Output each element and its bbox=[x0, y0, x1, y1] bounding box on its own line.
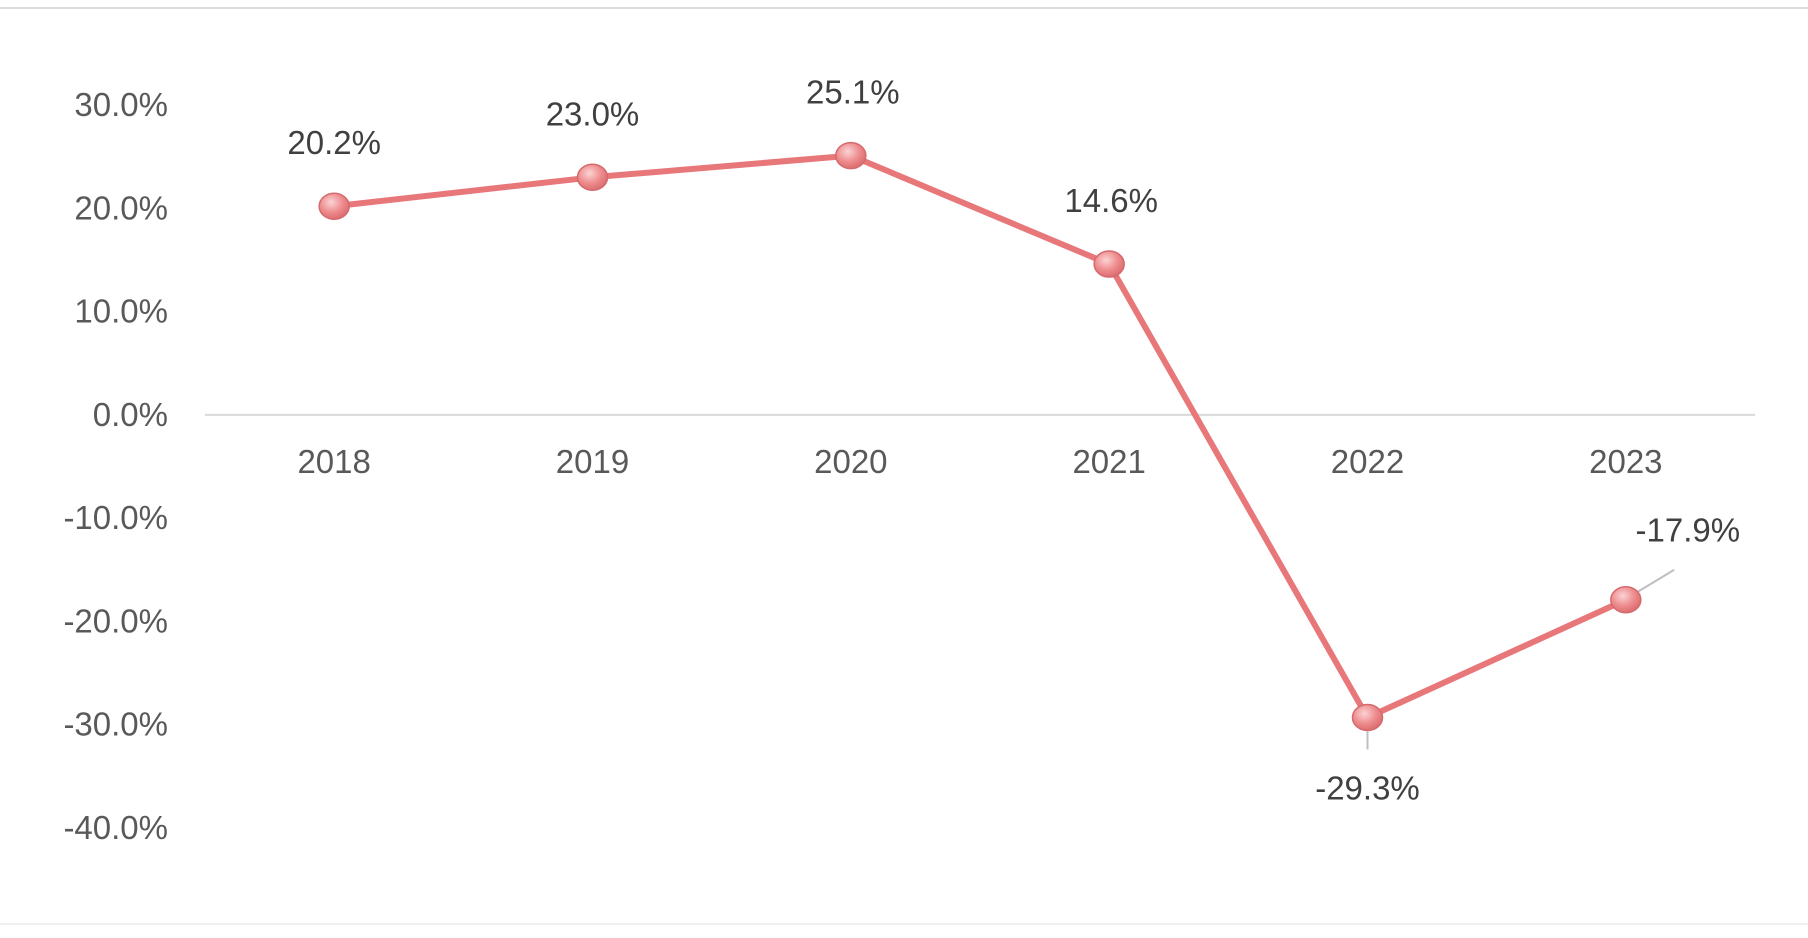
data-point-marker bbox=[318, 192, 350, 220]
x-tick-label: 2020 bbox=[814, 443, 887, 480]
data-point-marker bbox=[1093, 250, 1125, 278]
data-labels: 20.2% 23.0% 25.1% 14.6% -29.3% -17.9% bbox=[287, 74, 1740, 807]
data-label: 23.0% bbox=[546, 95, 640, 132]
y-tick-label: -20.0% bbox=[63, 602, 168, 639]
data-label: 14.6% bbox=[1064, 182, 1158, 219]
data-label: 25.1% bbox=[806, 74, 900, 111]
x-tick-label: 2023 bbox=[1589, 443, 1662, 480]
series-line-group bbox=[331, 152, 1629, 721]
x-tick-label: 2019 bbox=[556, 443, 629, 480]
x-tick-label: 2021 bbox=[1072, 443, 1145, 480]
leader-line bbox=[1637, 568, 1675, 593]
data-label: 20.2% bbox=[287, 124, 381, 161]
data-point-marker bbox=[1351, 703, 1384, 732]
x-tick-label: 2022 bbox=[1331, 443, 1404, 480]
x-tick-label: 2018 bbox=[297, 443, 370, 480]
y-tick-label: 10.0% bbox=[74, 293, 168, 330]
y-tick-label: 0.0% bbox=[93, 396, 168, 433]
y-tick-label: 20.0% bbox=[74, 189, 168, 226]
x-axis-tick-labels: 2018 2019 2020 2021 2022 2023 bbox=[297, 443, 1662, 480]
data-point-marker bbox=[835, 141, 867, 170]
data-label: -17.9% bbox=[1636, 512, 1741, 549]
y-tick-label: -30.0% bbox=[63, 706, 168, 743]
data-label-leader-lines bbox=[1366, 568, 1675, 750]
y-tick-label: 30.0% bbox=[74, 86, 168, 123]
data-point-marker bbox=[576, 163, 609, 192]
data-label: -29.3% bbox=[1315, 769, 1420, 806]
y-axis-tick-labels: 30.0% 20.0% 10.0% 0.0% -10.0% -20.0% -30.0% -40… bbox=[63, 86, 168, 846]
data-point-marker bbox=[1610, 585, 1642, 614]
y-tick-label: -10.0% bbox=[63, 499, 168, 536]
data-markers bbox=[318, 141, 1642, 732]
y-tick-label: -40.0% bbox=[63, 809, 168, 846]
series-line bbox=[331, 152, 1629, 721]
